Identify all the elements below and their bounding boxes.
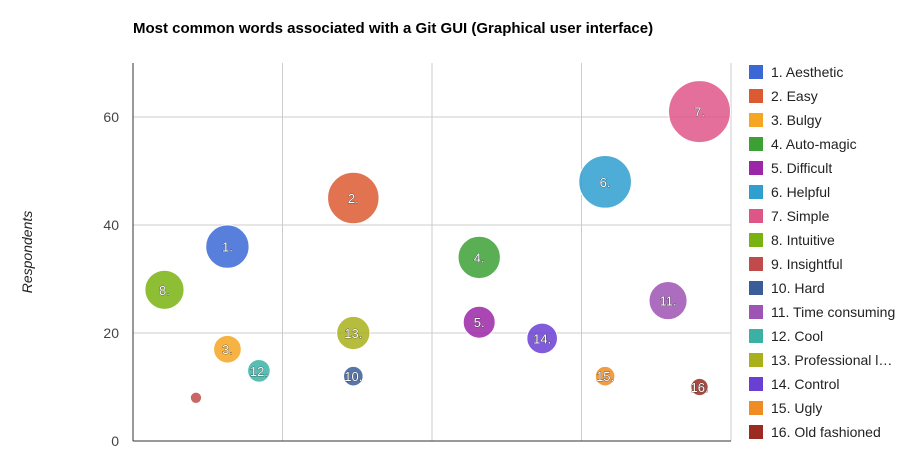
y-tick-label: 20	[103, 325, 119, 341]
bubble-point	[457, 235, 501, 280]
legend-label: 16. Old fashioned	[771, 424, 881, 440]
legend-swatch	[749, 233, 763, 247]
legend-item[interactable]: 12. Cool	[749, 324, 914, 348]
legend-label: 6. Helpful	[771, 184, 831, 200]
legend-label: 12. Cool	[771, 328, 824, 344]
legend-item[interactable]: 4. Auto-magic	[749, 132, 914, 156]
legend-swatch	[749, 209, 763, 223]
legend-swatch	[749, 257, 763, 271]
bubble-point	[343, 365, 364, 387]
legend-swatch	[749, 377, 763, 391]
legend-swatch	[749, 113, 763, 127]
legend-label: 11. Time consuming	[771, 304, 896, 320]
bubble-label: 10.	[344, 369, 362, 384]
bubble-point	[213, 334, 242, 364]
bubble-label: 3.	[222, 342, 233, 357]
bubble-label: 11.	[659, 294, 676, 309]
bubble-point	[247, 358, 271, 383]
bubble-point	[578, 154, 632, 209]
legend-item[interactable]: 15. Ugly	[749, 396, 914, 420]
legend-swatch	[749, 65, 763, 79]
y-tick-label: 60	[103, 109, 119, 125]
legend-swatch	[749, 137, 763, 151]
legend-item[interactable]: 13. Professional l…	[749, 348, 914, 372]
legend-swatch	[749, 425, 763, 439]
legend-swatch	[749, 281, 763, 295]
legend-swatch	[749, 185, 763, 199]
bubble-label: 13.	[344, 326, 362, 341]
legend-swatch	[749, 353, 763, 367]
legend-label: 4. Auto-magic	[771, 136, 857, 152]
y-tick-label: 0	[111, 433, 119, 449]
bubble-label: 2.	[348, 191, 359, 206]
bubble-point	[594, 365, 616, 387]
bubble-point	[462, 305, 496, 339]
legend-item[interactable]: 11. Time consuming	[749, 300, 914, 324]
legend-label: 9. Insightful	[771, 256, 843, 272]
legend: 1. Aesthetic 2. Easy 3. Bulgy 4. Auto-magic…	[749, 60, 914, 444]
bubble-label: 8.	[159, 283, 170, 298]
bubble-point	[144, 269, 185, 310]
legend-label: 15. Ugly	[771, 400, 823, 416]
bubble-label: 1.	[222, 240, 233, 255]
bubble-point	[336, 315, 371, 351]
bubble-point	[189, 391, 203, 404]
legend-item[interactable]: 6. Helpful	[749, 180, 914, 204]
bubble-label: 16.	[690, 380, 708, 395]
bubble-label: 14.	[533, 331, 551, 346]
bubble-label: 15.	[596, 369, 614, 384]
legend-item[interactable]: 9. Insightful	[749, 252, 914, 276]
y-tick-label: 40	[103, 217, 119, 233]
legend-item[interactable]: 8. Intuitive	[749, 228, 914, 252]
legend-label: 7. Simple	[771, 208, 830, 224]
legend-label: 13. Professional l…	[771, 352, 893, 368]
legend-swatch	[749, 329, 763, 343]
bubble-point	[690, 377, 709, 397]
bubble-label: 4.	[474, 250, 485, 265]
legend-item[interactable]: 14. Control	[749, 372, 914, 396]
bubble-point	[648, 281, 688, 321]
bubble-label: 5.	[474, 315, 485, 330]
chart-title: Most common words associated with a Git …	[133, 20, 654, 37]
legend-swatch	[749, 161, 763, 175]
legend-item[interactable]: 5. Difficult	[749, 156, 914, 180]
legend-item[interactable]: 2. Easy	[749, 84, 914, 108]
legend-swatch	[749, 305, 763, 319]
legend-label: 5. Difficult	[771, 160, 833, 176]
legend-item[interactable]: 10. Hard	[749, 276, 914, 300]
legend-label: 14. Control	[771, 376, 840, 392]
legend-item[interactable]: 16. Old fashioned	[749, 420, 914, 444]
legend-label: 2. Easy	[771, 88, 818, 104]
legend-swatch	[749, 401, 763, 415]
bubble-point	[668, 80, 732, 144]
bubble-label: 6.	[600, 175, 611, 190]
bubble-point	[327, 171, 380, 225]
legend-label: 10. Hard	[771, 280, 825, 296]
legend-label: 8. Intuitive	[771, 232, 835, 248]
legend-swatch	[749, 89, 763, 103]
legend-item[interactable]: 7. Simple	[749, 204, 914, 228]
bubble-label: 12.	[250, 364, 268, 379]
bubble-label: 7.	[694, 105, 705, 120]
bubble-point	[526, 322, 558, 355]
legend-item[interactable]: 3. Bulgy	[749, 108, 914, 132]
legend-label: 3. Bulgy	[771, 112, 822, 128]
legend-label: 1. Aesthetic	[771, 64, 844, 80]
legend-item[interactable]: 1. Aesthetic	[749, 60, 914, 84]
bubble-point	[205, 224, 250, 269]
